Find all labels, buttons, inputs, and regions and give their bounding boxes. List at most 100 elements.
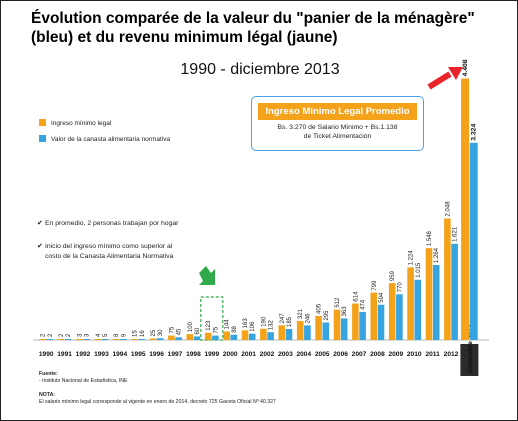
value-label-basket: 30 xyxy=(158,329,164,336)
bar-basket-1998 xyxy=(193,336,201,340)
value-label-minimum-wage: 190 xyxy=(261,316,267,327)
bar-minimum-wage-2009 xyxy=(388,283,396,340)
x-tick-2008: 2008 xyxy=(370,351,385,358)
bar-minimum-wage-2010 xyxy=(407,267,414,340)
value-label-basket: 594 xyxy=(379,292,385,303)
x-tick-1995: 1995 xyxy=(131,351,146,358)
bar-basket-2007 xyxy=(359,311,366,340)
note-label: NOTA: xyxy=(39,392,55,398)
x-tick-2010: 2010 xyxy=(407,351,422,358)
bar-basket-diciembre-2013 xyxy=(469,142,478,340)
x-tick-2003: 2003 xyxy=(278,351,293,358)
bar-basket-1996 xyxy=(156,338,164,340)
bar-basket-1997 xyxy=(175,337,182,340)
x-tick-diciembre-2013: Diciembre 2013 xyxy=(467,324,474,373)
bar-basket-1999 xyxy=(212,335,219,340)
x-tick-2000: 2000 xyxy=(223,351,238,358)
value-label-basket: 88 xyxy=(232,325,238,332)
chart-title: Évolution comparée de la valeur du "pani… xyxy=(31,10,475,46)
value-label-basket: 75 xyxy=(213,326,219,333)
bar-minimum-wage-2011 xyxy=(425,248,433,340)
value-label-minimum-wage: 75 xyxy=(169,326,175,333)
value-label-basket: 1.621 xyxy=(453,226,459,242)
value-label-basket: 3.324 xyxy=(471,124,478,141)
bar-minimum-wage-2006 xyxy=(333,309,341,340)
value-label-basket: 45 xyxy=(177,328,183,335)
x-tick-2012: 2012 xyxy=(444,351,459,358)
x-tick-1999: 1999 xyxy=(204,351,219,358)
value-label-minimum-wage: 2 xyxy=(41,333,47,337)
bar-minimum-wage-2001 xyxy=(241,330,249,340)
bar-basket-2003 xyxy=(285,329,293,340)
bar-basket-1994 xyxy=(120,339,127,340)
bar-basket-2001 xyxy=(248,333,256,340)
x-tick-1997: 1997 xyxy=(168,351,183,358)
value-label-minimum-wage: 4 xyxy=(96,333,102,337)
bar-minimum-wage-1998 xyxy=(186,334,194,340)
bar-minimum-wage-2003 xyxy=(278,325,286,340)
x-tick-2005: 2005 xyxy=(315,351,330,358)
value-label-basket: 474 xyxy=(361,299,367,310)
bar-basket-1991 xyxy=(64,339,72,340)
x-tick-2007: 2007 xyxy=(352,351,367,358)
bar-basket-1993 xyxy=(101,339,109,340)
value-label-minimum-wage: 163 xyxy=(243,318,249,329)
check-icon: ✔ xyxy=(37,243,43,250)
last-category-box xyxy=(460,344,479,376)
value-label-basket: 5 xyxy=(103,333,109,337)
check-icon: ✔ xyxy=(37,220,43,227)
value-label-minimum-wage: 512 xyxy=(335,297,341,308)
bar-basket-2006 xyxy=(340,318,348,340)
value-label-basket: 185 xyxy=(287,316,293,327)
value-label-basket: 2 xyxy=(66,333,72,337)
note-text: El salario mínimo legal corresponde al v… xyxy=(39,399,276,405)
bar-basket-2000 xyxy=(230,334,238,340)
x-tick-2002: 2002 xyxy=(260,351,275,358)
value-label-basket: 3 xyxy=(85,333,91,337)
bar-basket-2008 xyxy=(377,304,385,340)
x-tick-2006: 2006 xyxy=(333,351,348,358)
value-label-basket: 246 xyxy=(305,313,311,324)
bar-basket-2009 xyxy=(396,294,403,340)
value-label-minimum-wage: 3 xyxy=(77,333,83,337)
crossover-highlight-box xyxy=(200,296,224,341)
value-label-minimum-wage: 959 xyxy=(390,270,396,281)
value-label-basket: 16 xyxy=(140,330,146,337)
x-tick-2009: 2009 xyxy=(388,351,403,358)
value-label-basket: 1.015 xyxy=(416,262,422,278)
bar-basket-2011 xyxy=(432,265,440,340)
value-label-minimum-wage: 4.408 xyxy=(462,59,469,76)
bar-minimum-wage-2008 xyxy=(370,292,378,340)
bar-minimum-wage-2004 xyxy=(296,320,304,340)
green-arrow-icon xyxy=(199,266,215,285)
x-tick-1998: 1998 xyxy=(186,351,201,358)
x-tick-2004: 2004 xyxy=(296,351,311,358)
bar-minimum-wage-1996 xyxy=(149,338,157,340)
value-label-basket: 363 xyxy=(342,306,348,317)
x-tick-1992: 1992 xyxy=(76,351,91,358)
value-label-basket: 106 xyxy=(250,321,256,332)
note-households: En promedio, 2 personas trabajan por hog… xyxy=(45,220,179,227)
bar-minimum-wage-2002 xyxy=(260,328,267,340)
bar-minimum-wage-2012 xyxy=(444,218,451,340)
value-label-minimum-wage: 321 xyxy=(298,308,304,319)
x-tick-2011: 2011 xyxy=(425,351,440,358)
value-label-minimum-wage: 8 xyxy=(114,333,120,337)
value-label-minimum-wage: 1.548 xyxy=(427,230,433,246)
info-box: Ingreso Mínimo Legal Promedio Bs. 3.270 … xyxy=(251,96,424,151)
bar-minimum-wage-1991 xyxy=(57,339,65,340)
bar-basket-1992 xyxy=(83,339,90,340)
value-label-basket: 770 xyxy=(397,282,403,293)
info-box-line2: de Ticket Alimentación xyxy=(303,133,372,140)
value-label-minimum-wage: 2 xyxy=(59,333,65,337)
bar-minimum-wage-1993 xyxy=(94,339,102,340)
source-label: Fuente: xyxy=(39,371,58,377)
value-label-minimum-wage: 15 xyxy=(133,330,139,337)
x-tick-1991: 1991 xyxy=(57,351,72,358)
bar-minimum-wage-1995 xyxy=(131,339,138,340)
info-box-title: Ingreso Mínimo Legal Promedio xyxy=(258,103,417,120)
bar-basket-2010 xyxy=(414,279,422,340)
x-tick-1990: 1990 xyxy=(39,351,54,358)
